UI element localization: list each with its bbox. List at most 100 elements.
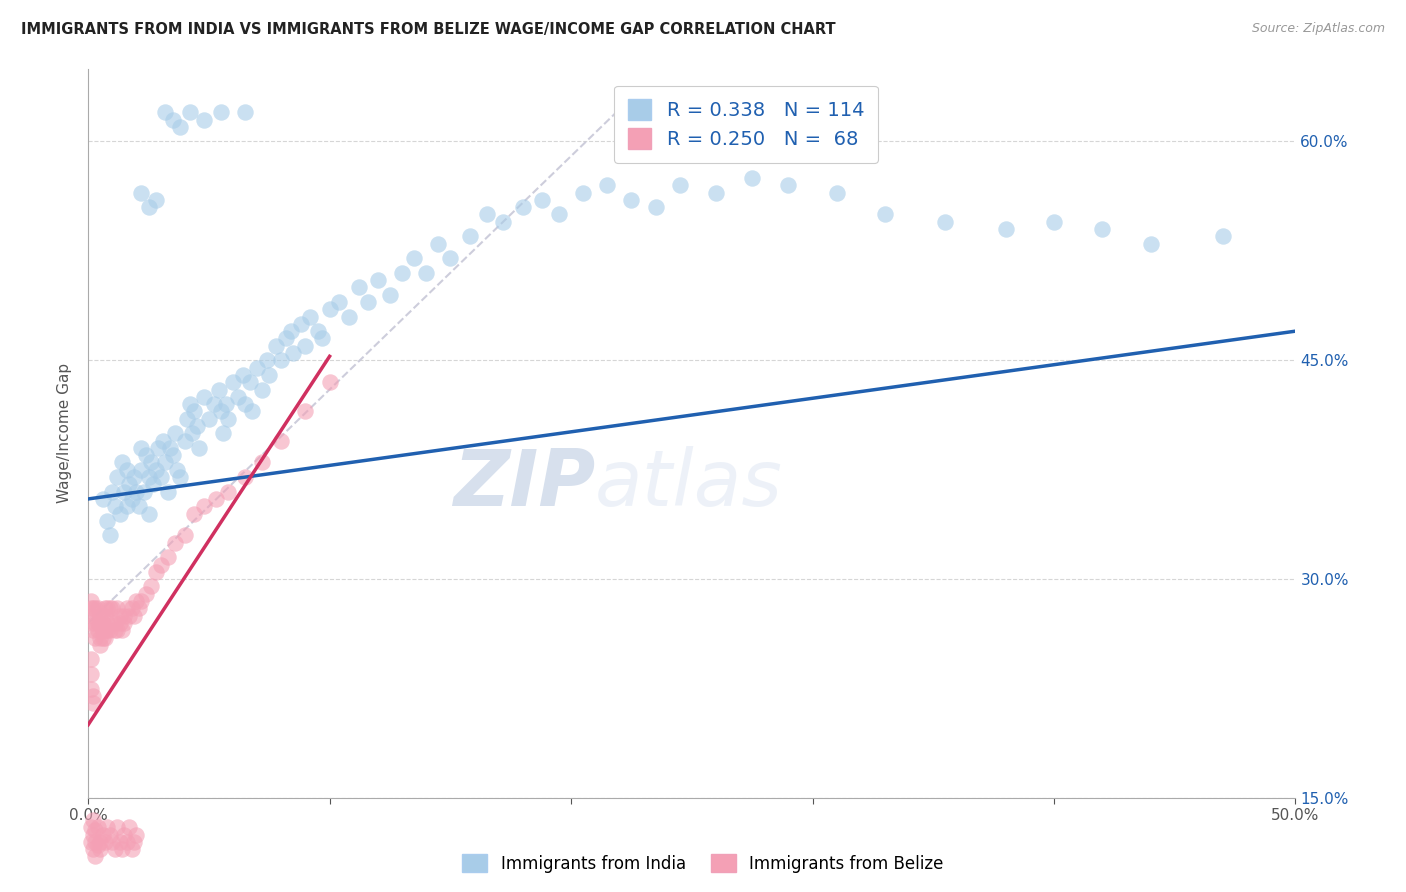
- Point: [1139, 236, 1161, 251]
- Point: [156, 550, 179, 565]
- Point: [148, 441, 170, 455]
- Point: [101, 835, 124, 849]
- Point: [115, 601, 138, 615]
- Point: [138, 200, 160, 214]
- Point: [98, 624, 121, 638]
- Point: [215, 397, 238, 411]
- Point: [87, 838, 110, 852]
- Point: [84, 823, 107, 838]
- Point: [222, 376, 245, 390]
- Point: [98, 828, 121, 842]
- Point: [347, 280, 370, 294]
- Point: [101, 615, 124, 630]
- Point: [111, 455, 134, 469]
- Point: [873, 207, 896, 221]
- Point: [179, 105, 201, 120]
- Point: [115, 835, 138, 849]
- Point: [96, 615, 118, 630]
- Point: [294, 339, 316, 353]
- Point: [492, 215, 515, 229]
- Point: [186, 419, 208, 434]
- Point: [118, 820, 141, 834]
- Point: [84, 835, 107, 849]
- Point: [548, 207, 571, 221]
- Point: [118, 477, 141, 491]
- Point: [233, 397, 256, 411]
- Point: [668, 178, 690, 193]
- Point: [112, 484, 135, 499]
- Point: [111, 842, 134, 856]
- Point: [704, 186, 727, 200]
- Point: [128, 601, 150, 615]
- Point: [280, 324, 302, 338]
- Point: [299, 310, 322, 324]
- Text: ZIP: ZIP: [453, 446, 595, 523]
- Point: [121, 601, 143, 615]
- Point: [169, 120, 191, 134]
- Point: [82, 608, 104, 623]
- Point: [202, 397, 225, 411]
- Point: [193, 112, 215, 127]
- Point: [96, 624, 118, 638]
- Point: [142, 477, 165, 491]
- Point: [112, 615, 135, 630]
- Point: [367, 273, 389, 287]
- Point: [165, 426, 187, 441]
- Point: [169, 470, 191, 484]
- Point: [87, 624, 110, 638]
- Point: [159, 441, 181, 455]
- Point: [105, 470, 128, 484]
- Point: [125, 484, 148, 499]
- Point: [108, 615, 131, 630]
- Point: [135, 448, 157, 462]
- Point: [129, 186, 152, 200]
- Point: [129, 594, 152, 608]
- Point: [82, 601, 104, 615]
- Point: [311, 331, 333, 345]
- Point: [105, 820, 128, 834]
- Point: [183, 507, 205, 521]
- Point: [825, 186, 848, 200]
- Point: [79, 681, 101, 696]
- Point: [427, 236, 450, 251]
- Point: [108, 608, 131, 623]
- Point: [94, 608, 117, 623]
- Point: [328, 295, 350, 310]
- Point: [165, 535, 187, 549]
- Point: [294, 404, 316, 418]
- Point: [115, 463, 138, 477]
- Point: [512, 200, 534, 214]
- Point: [104, 500, 127, 514]
- Point: [129, 441, 152, 455]
- Point: [89, 835, 111, 849]
- Point: [572, 186, 595, 200]
- Point: [105, 624, 128, 638]
- Point: [82, 842, 104, 856]
- Point: [89, 638, 111, 652]
- Point: [179, 397, 201, 411]
- Point: [138, 470, 160, 484]
- Point: [193, 500, 215, 514]
- Point: [94, 624, 117, 638]
- Point: [778, 178, 800, 193]
- Point: [87, 615, 110, 630]
- Point: [250, 383, 273, 397]
- Point: [250, 455, 273, 469]
- Point: [122, 470, 145, 484]
- Point: [188, 441, 211, 455]
- Point: [226, 390, 249, 404]
- Point: [84, 601, 107, 615]
- Point: [166, 463, 188, 477]
- Point: [84, 849, 107, 863]
- Point: [108, 835, 131, 849]
- Point: [741, 170, 763, 185]
- Point: [181, 426, 204, 441]
- Point: [183, 404, 205, 418]
- Point: [79, 594, 101, 608]
- Point: [149, 470, 172, 484]
- Point: [458, 229, 481, 244]
- Point: [232, 368, 254, 382]
- Point: [128, 500, 150, 514]
- Point: [439, 251, 461, 265]
- Point: [173, 528, 195, 542]
